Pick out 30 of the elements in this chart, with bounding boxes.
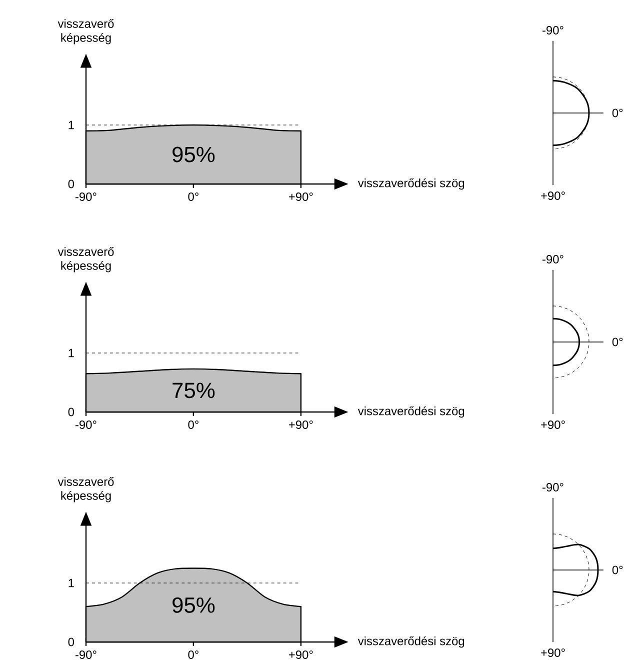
annotation: 95% bbox=[172, 146, 215, 162]
y-tick-label: 1 bbox=[68, 578, 74, 588]
x-tick-label: +90° bbox=[288, 650, 313, 659]
x-tick-label: 0° bbox=[188, 420, 198, 429]
x-tick-label: -90° bbox=[76, 192, 96, 201]
y-tick-label: 0 bbox=[68, 638, 74, 646]
text: -90° bbox=[542, 26, 564, 34]
y-tick-label: 0 bbox=[68, 408, 74, 416]
text: 0° bbox=[612, 566, 623, 574]
x-tick-label: +90° bbox=[288, 192, 313, 201]
x-tick-label: 0° bbox=[188, 650, 198, 659]
x-axis-title: visszaverődési szög bbox=[358, 178, 464, 190]
x-tick-label: 0° bbox=[188, 192, 198, 201]
y-tick-label: 1 bbox=[68, 348, 74, 358]
y-axis-title: visszaverő képesség bbox=[58, 19, 114, 44]
annotation: 75% bbox=[172, 382, 215, 398]
x-axis-title: visszaverődési szög bbox=[358, 406, 464, 418]
text: 0° bbox=[612, 108, 623, 118]
y-axis-title: visszaverő képesség bbox=[58, 477, 114, 502]
x-tick-label: -90° bbox=[76, 420, 96, 429]
y-axis-title: visszaverő képesség bbox=[58, 247, 114, 272]
text: -90° bbox=[542, 255, 564, 264]
x-axis-title: visszaverődési szög bbox=[358, 636, 464, 648]
y-tick-label: 1 bbox=[68, 120, 74, 130]
y-tick-label: 0 bbox=[68, 180, 74, 188]
x-tick-label: -90° bbox=[76, 650, 96, 659]
x-tick-label: +90° bbox=[288, 420, 313, 429]
text: 0° bbox=[612, 338, 623, 346]
annotation: 95% bbox=[172, 597, 215, 613]
text: -90° bbox=[542, 483, 564, 492]
